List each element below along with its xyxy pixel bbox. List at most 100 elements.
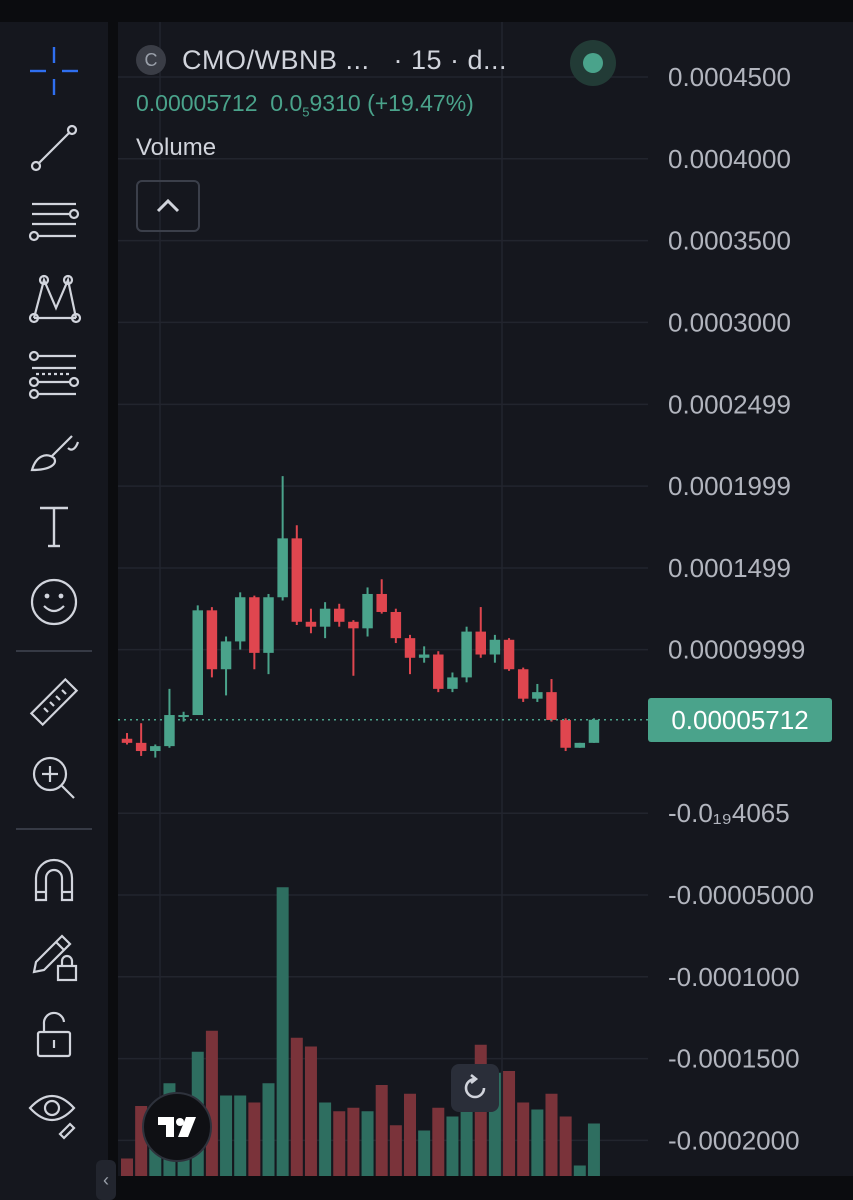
price-axis-label: 0.0001999 xyxy=(668,471,791,501)
candle-body xyxy=(234,597,246,642)
crosshair-tool[interactable] xyxy=(14,41,94,101)
price-axis-label: 0.0003000 xyxy=(668,307,791,337)
legend-collapse-button[interactable] xyxy=(136,180,200,232)
candle-body xyxy=(135,742,147,752)
candle-body xyxy=(121,738,133,743)
symbol-name: CMO/WBNB ... xyxy=(182,44,370,75)
candles xyxy=(121,476,600,758)
volume-bar xyxy=(418,1130,431,1176)
candle-body xyxy=(418,654,430,658)
candle-body xyxy=(291,538,303,622)
emoji-tool[interactable] xyxy=(14,572,94,632)
volume-bar xyxy=(432,1107,445,1176)
trend-line-icon xyxy=(30,124,78,172)
toolbar-divider xyxy=(16,650,92,652)
candle-body xyxy=(249,597,260,653)
trend-line-tool[interactable] xyxy=(14,118,94,178)
price-axis: 0.0004500 0.0004000 0.0003500 0.0003000 0.00… xyxy=(668,62,814,1155)
fib-retracement-tool[interactable] xyxy=(14,344,94,404)
magnet-icon xyxy=(34,858,74,902)
candle-body xyxy=(319,608,331,627)
candle-body xyxy=(263,597,274,653)
change-zero-count: 5 xyxy=(302,104,310,120)
ruler-tool[interactable] xyxy=(14,672,94,732)
candle-body xyxy=(305,621,317,627)
volume-bar xyxy=(517,1102,530,1176)
candle-body xyxy=(546,692,557,720)
lock-drawing-icon xyxy=(32,934,78,982)
candle-body xyxy=(532,692,543,699)
candle-body xyxy=(447,677,458,689)
price-axis-label: 0.0004000 xyxy=(668,144,791,174)
price-axis-label: -0.0002000 xyxy=(668,1125,800,1155)
crosshair-icon xyxy=(30,47,78,95)
price-axis-label: 0.0003500 xyxy=(668,226,791,256)
candle-body xyxy=(461,631,472,678)
candle-body xyxy=(489,639,501,655)
symbol-logo: C xyxy=(136,45,166,75)
volume-bar xyxy=(404,1093,416,1176)
text-tool-icon xyxy=(40,506,68,548)
pattern-icon xyxy=(28,274,82,324)
price-axis-label: 0.0001499 xyxy=(668,553,791,583)
emoji-icon xyxy=(30,578,78,626)
change-prefix: 0.0 xyxy=(270,90,303,116)
volume-indicator-label[interactable]: Volume xyxy=(136,133,217,161)
candle-body xyxy=(475,631,486,655)
volume-bar xyxy=(205,1030,218,1176)
candle-body xyxy=(560,719,571,748)
replay-button[interactable] xyxy=(451,1064,499,1112)
fib-retracement-icon xyxy=(28,350,80,400)
candle-body xyxy=(192,610,203,716)
unlock-tool[interactable] xyxy=(14,1004,94,1064)
last-price-tag: 0.00005712 xyxy=(648,698,832,742)
price-change-row: 0.00005712 0.059310 (+19.47%) xyxy=(136,90,507,120)
volume-bar xyxy=(361,1111,374,1176)
collapse-toolbar-chevron-icon[interactable]: ‹ xyxy=(96,1160,116,1200)
price-axis-label: -0.0001500 xyxy=(668,1044,800,1074)
candle-body xyxy=(433,654,444,689)
visibility-tool[interactable] xyxy=(14,1082,94,1142)
magnet-tool[interactable] xyxy=(14,850,94,910)
candle-body xyxy=(376,593,387,612)
volume-bar xyxy=(248,1102,261,1176)
chart-area[interactable]: 0.0004500 0.0004000 0.0003500 0.0003000 0.00… xyxy=(118,22,853,1176)
volume-bar xyxy=(304,1046,317,1176)
price-axis-label: -0.0001000 xyxy=(668,962,800,992)
lock-drawing-tool[interactable] xyxy=(14,926,94,986)
pattern-tool[interactable] xyxy=(14,268,94,328)
volume-bar xyxy=(531,1109,544,1176)
chart-legend: C CMO/WBNB ... · 15 · d... 0.00005712 0.… xyxy=(136,44,507,162)
brush-tool[interactable] xyxy=(14,420,94,480)
tradingview-logo[interactable] xyxy=(142,1092,212,1162)
zoom-in-tool[interactable] xyxy=(14,748,94,808)
status-dot xyxy=(583,53,603,73)
unlock-icon xyxy=(36,1011,72,1058)
symbol-title[interactable]: CMO/WBNB ... · 15 · d... xyxy=(182,45,507,76)
market-status-indicator[interactable] xyxy=(570,40,616,86)
horizontal-lines-icon xyxy=(28,202,80,242)
candle-body xyxy=(574,742,586,748)
volume-bar xyxy=(446,1116,459,1176)
last-price-value: 0.00005712 xyxy=(136,90,258,116)
tradingview-logo-icon xyxy=(158,1117,196,1137)
candle-body xyxy=(362,593,373,629)
volume-bar xyxy=(587,1123,600,1176)
volume-bar xyxy=(333,1111,346,1176)
price-axis-label: 0.00009999 xyxy=(668,635,805,665)
volume-bar xyxy=(319,1102,332,1176)
replay-icon xyxy=(464,1073,486,1099)
volume-bar xyxy=(545,1093,558,1176)
candle-body xyxy=(334,608,345,622)
interval-label: · 15 · d... xyxy=(393,44,508,75)
price-axis-label: -0.0₁₉4065 xyxy=(668,798,790,828)
candle-body xyxy=(150,746,161,752)
horizontal-lines-tool[interactable] xyxy=(14,192,94,252)
symbol-row[interactable]: C CMO/WBNB ... · 15 · d... xyxy=(136,44,507,76)
price-axis-label: 0.0002499 xyxy=(668,389,791,419)
volume-bar xyxy=(220,1095,233,1176)
candle-body xyxy=(503,639,515,670)
text-tool[interactable] xyxy=(14,496,94,556)
volume-bar xyxy=(290,1037,303,1176)
candle-body xyxy=(206,610,218,670)
